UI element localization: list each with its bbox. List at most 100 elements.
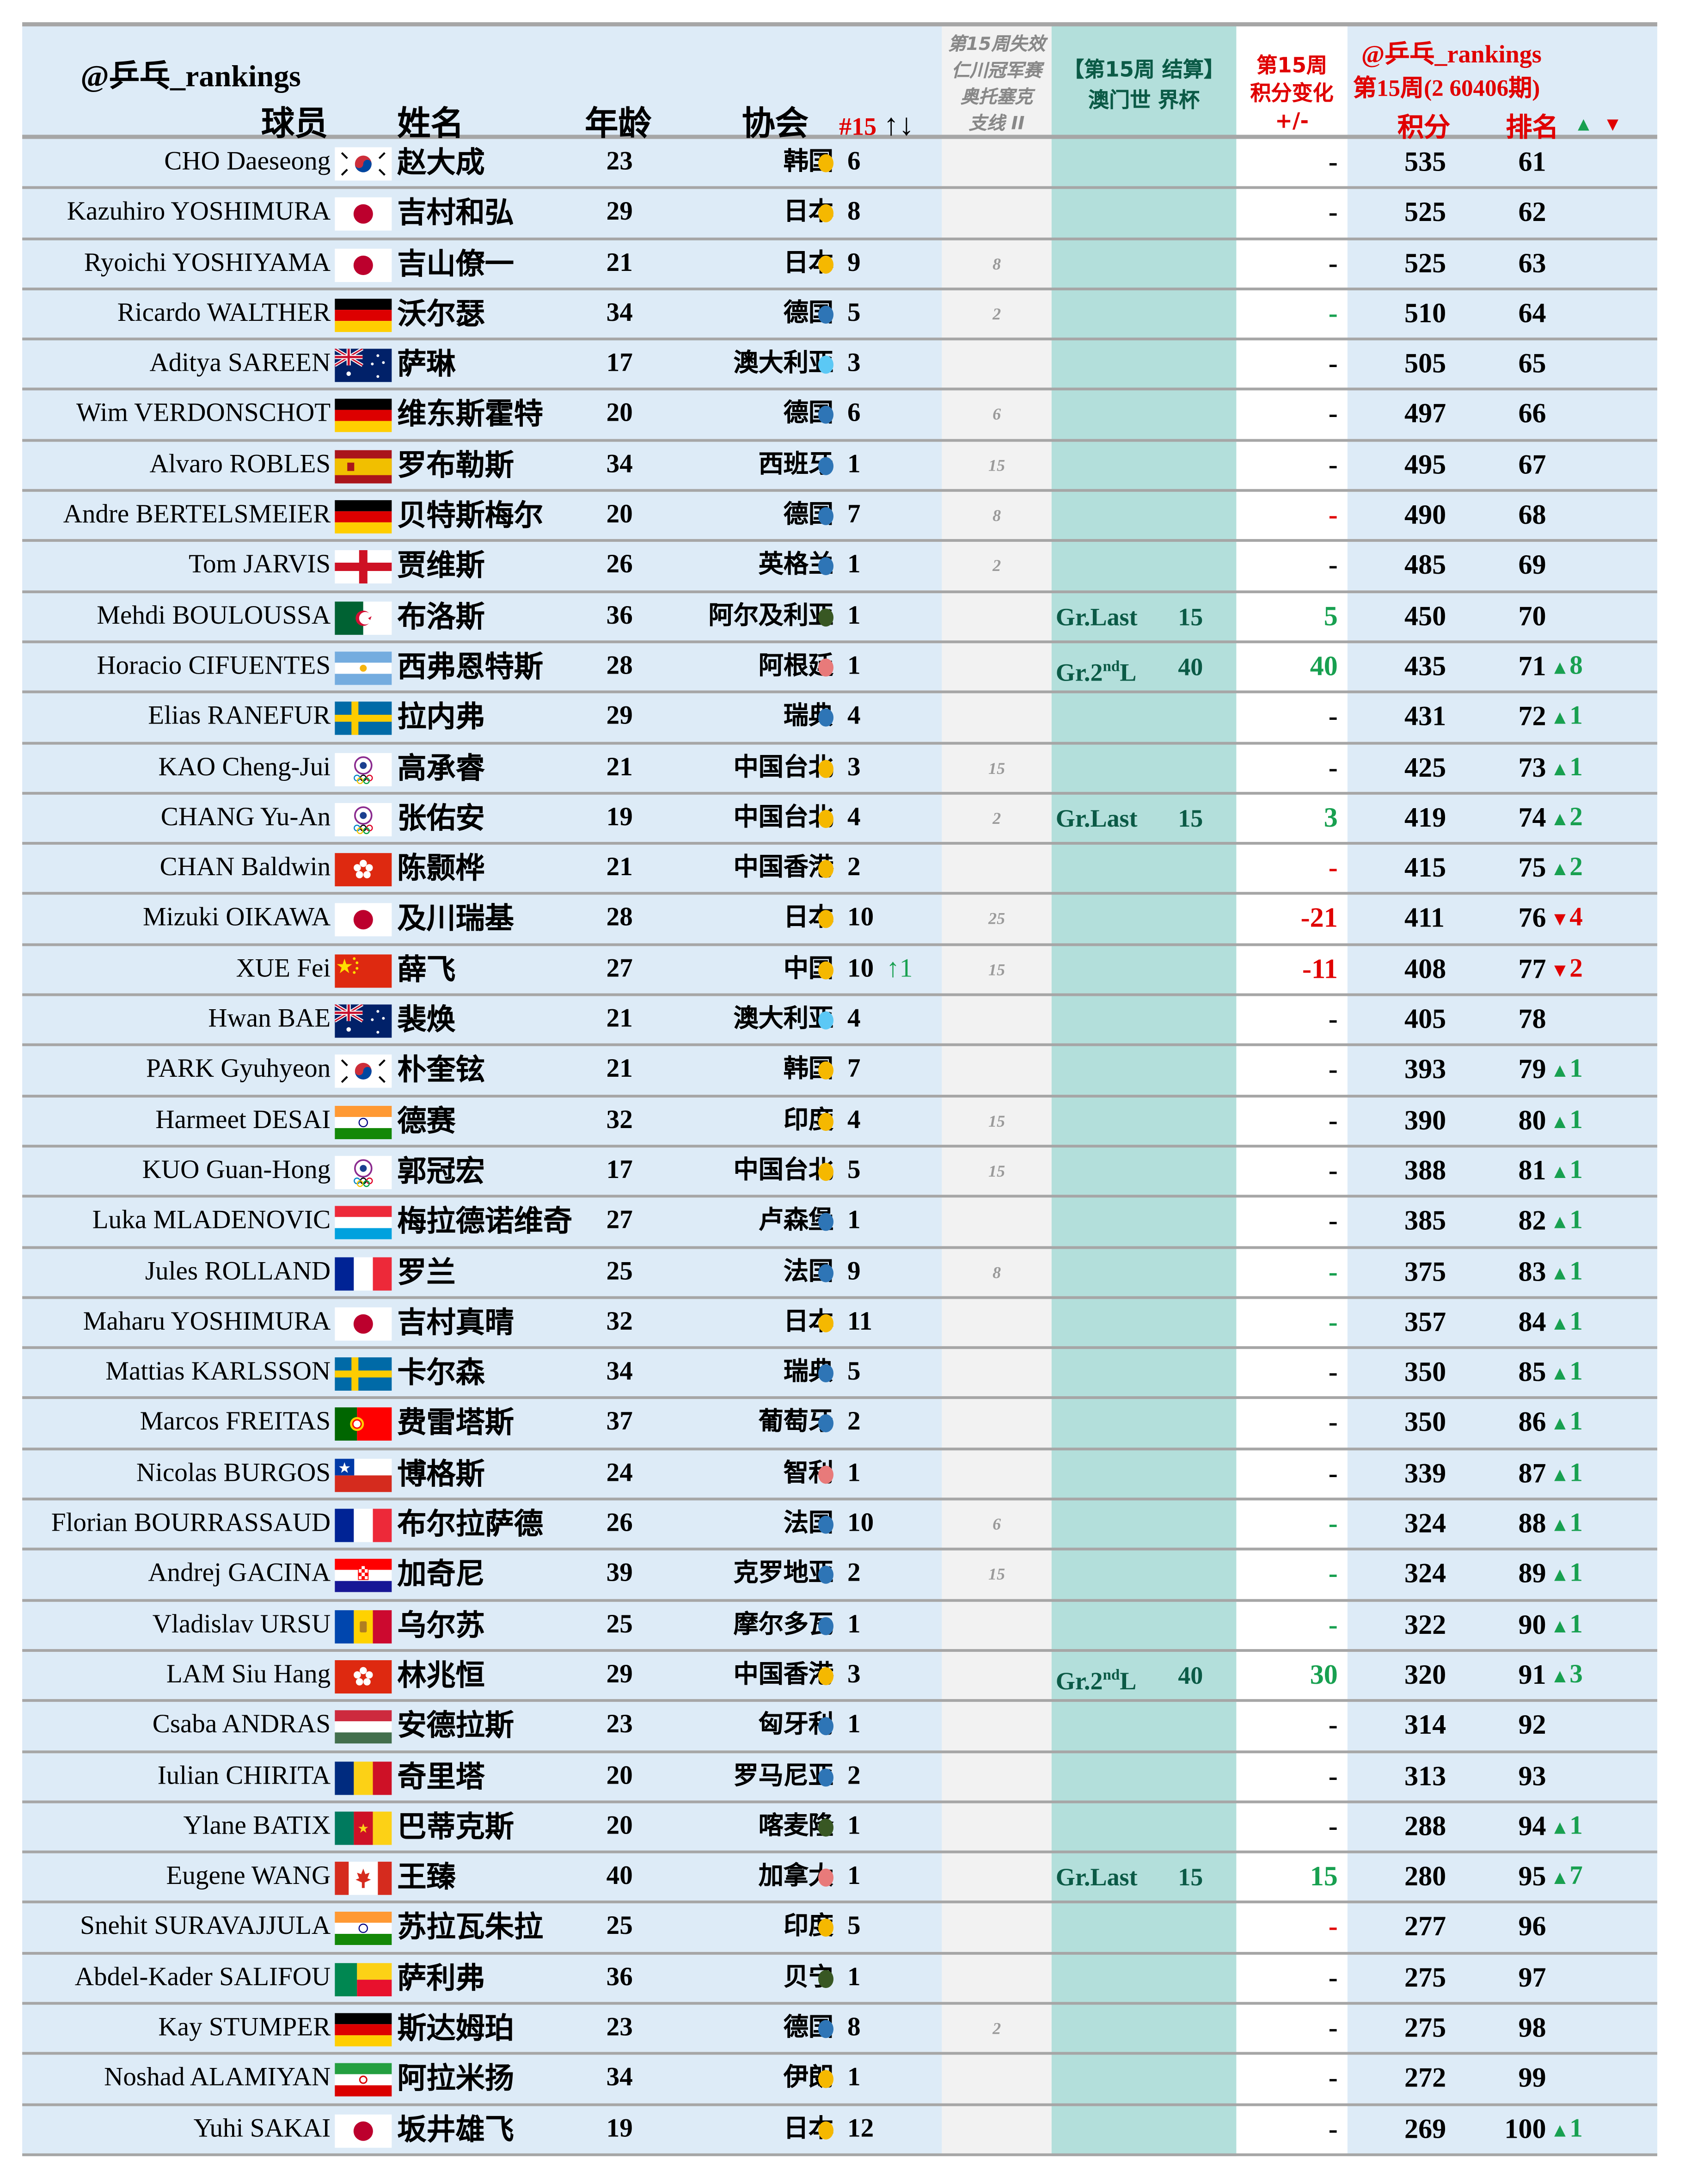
association-rank15: 3 <box>847 349 861 378</box>
table-row: Harmeet DESAI 德赛 32 印度 4 15-390 80 ▲1 <box>22 1097 1657 1147</box>
lost-header-line: 仁川冠军赛 <box>951 61 1042 82</box>
total-points: 535 <box>1404 147 1446 178</box>
up-triangle-icon: ▲ <box>1550 658 1570 680</box>
total-points: 393 <box>1404 1055 1446 1086</box>
flag-ger-icon <box>335 399 392 433</box>
world-rank: 65 <box>1518 349 1546 380</box>
event-header-line: 【第15周 结算】 <box>1063 57 1225 82</box>
player-association: 摩尔多瓦 <box>733 1609 834 1639</box>
player-name-en: Elias RANEFUR <box>148 702 331 731</box>
world-rank: 76 <box>1518 903 1546 934</box>
association-dot-icon <box>818 608 834 626</box>
rank-move: ▲1 <box>1550 2105 1583 2155</box>
association-dot-icon <box>818 910 834 929</box>
total-points: 425 <box>1404 752 1446 783</box>
player-name-en: Kay STUMPER <box>158 2013 331 2043</box>
association-rank15: 4 <box>847 1004 861 1034</box>
world-rank: 72 <box>1518 702 1546 733</box>
association-rank15: 6 <box>847 147 861 177</box>
flag-jpn-icon <box>335 197 392 231</box>
association-rank15: 8 <box>847 197 861 227</box>
total-points: 350 <box>1404 1357 1446 1388</box>
world-rank: 100 <box>1504 2114 1546 2145</box>
table-row: Alvaro ROBLES 罗布勒斯 34 西班牙 1 15-495 67 <box>22 442 1657 492</box>
total-points: 314 <box>1404 1710 1446 1741</box>
world-rank: 95 <box>1518 1861 1546 1893</box>
association-rank15: 3 <box>847 1660 861 1689</box>
change-header-line: 第15周 <box>1256 53 1328 78</box>
association-rank15: 10 <box>847 954 874 983</box>
down-triangle-icon: ▼ <box>1603 115 1623 136</box>
player-age: 19 <box>606 803 633 832</box>
lost-points: 8 <box>993 506 1001 526</box>
player-name-cn: 德赛 <box>397 1104 456 1138</box>
player-name-cn: 及川瑞基 <box>397 902 514 936</box>
flag-alg-icon <box>335 601 392 635</box>
player-age: 20 <box>606 1811 633 1841</box>
total-points: 505 <box>1404 349 1446 380</box>
flag-ben-icon <box>335 1963 392 1996</box>
table-body: CHO Daeseong 赵大成 23 韩国 6-535 61 Kazuhiro YOSHI… <box>22 139 1657 2156</box>
player-age: 21 <box>606 248 633 277</box>
lost-points: 2 <box>993 304 1001 324</box>
association-rank15: 2 <box>847 1559 861 1589</box>
rank-move-value: 1 <box>1569 1155 1583 1185</box>
flag-aus-icon <box>335 1004 392 1038</box>
association-dot-icon <box>818 1465 834 1484</box>
player-association: 罗马尼亚 <box>733 1761 834 1790</box>
points-change: - <box>1328 2013 1338 2044</box>
total-points: 525 <box>1404 248 1446 279</box>
rank-move-value: 1 <box>1569 1458 1583 1488</box>
world-rank: 98 <box>1518 2013 1546 2044</box>
player-association: 澳大利亚 <box>733 1004 834 1034</box>
player-name-cn: 斯达姆珀 <box>397 2012 514 2045</box>
col-header-event: 【第15周 结算】 澳门世 界杯 <box>1052 54 1237 115</box>
flag-swe-icon <box>335 702 392 736</box>
flag-tpe-icon <box>335 1155 392 1190</box>
world-rank: 92 <box>1518 1710 1546 1741</box>
points-change: 5 <box>1323 601 1338 632</box>
up-triangle-icon: ▲ <box>1550 1364 1570 1386</box>
player-age: 21 <box>606 853 633 883</box>
association-dot-icon <box>818 1011 834 1030</box>
table-row: Abdel-Kader SALIFOU 萨利弗 36 贝宁 1-275 97 <box>22 1954 1657 2005</box>
event-result-text: Gr.Last <box>1055 1863 1138 1891</box>
flag-ger-icon <box>335 500 392 534</box>
up-triangle-icon: ▲ <box>1550 1566 1570 1587</box>
total-points: 322 <box>1404 1609 1446 1640</box>
total-points: 431 <box>1404 702 1446 733</box>
world-rank: 89 <box>1518 1559 1546 1590</box>
player-name-cn: 陈颢桦 <box>397 852 485 885</box>
world-rank: 78 <box>1518 1004 1546 1035</box>
association-dot-icon <box>818 2020 834 2038</box>
lost-points: 8 <box>993 253 1001 273</box>
player-age: 25 <box>606 1912 633 1942</box>
flag-ind-icon <box>335 1912 392 1946</box>
points-change: - <box>1328 399 1338 430</box>
points-change: - <box>1328 1105 1338 1136</box>
total-points: 490 <box>1404 500 1446 531</box>
lost-points: 25 <box>988 909 1005 929</box>
association-dot-icon <box>818 1616 834 1635</box>
flag-hun-icon <box>335 1710 392 1744</box>
flag-tpe-icon <box>335 803 392 836</box>
player-name-cn: 坂井雄飞 <box>397 2112 514 2146</box>
association-rank15: 12 <box>847 2114 874 2143</box>
flag-ind-icon <box>335 1105 392 1139</box>
association-rank15: 7 <box>847 500 861 530</box>
association-rank15: 9 <box>847 248 861 277</box>
association-dot-icon <box>818 1515 834 1534</box>
player-age: 27 <box>606 954 633 983</box>
world-rank: 80 <box>1518 1105 1546 1136</box>
player-age: 17 <box>606 1155 633 1185</box>
player-association: 澳大利亚 <box>733 349 834 378</box>
event-points: 40 <box>1178 1661 1203 1689</box>
player-name-cn: 拉内弗 <box>397 700 485 734</box>
player-age: 29 <box>606 1660 633 1689</box>
table-row: Ricardo WALTHER 沃尔瑟 34 德国 5 2-510 64 <box>22 290 1657 341</box>
up-triangle-icon: ▲ <box>1550 810 1570 831</box>
lost-points: 8 <box>993 1262 1001 1282</box>
association-rank15: 11 <box>847 1307 872 1337</box>
up-triangle-icon: ▲ <box>1550 1667 1570 1688</box>
world-rank: 69 <box>1518 551 1546 582</box>
